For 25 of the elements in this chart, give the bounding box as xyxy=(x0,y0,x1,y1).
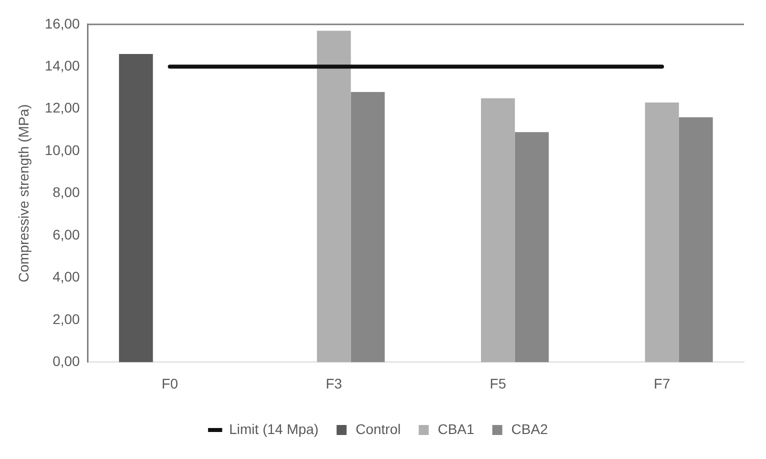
x-tick-label: F5 xyxy=(490,375,506,392)
bar xyxy=(645,102,679,362)
y-axis-title: Compressive strength (MPa) xyxy=(15,104,32,282)
legend-label: CBA1 xyxy=(438,420,475,437)
bar xyxy=(316,30,351,362)
y-tick-label: 4,00 xyxy=(52,268,80,285)
x-tick-label: F7 xyxy=(654,375,670,392)
y-tick-label: 8,00 xyxy=(52,184,80,200)
bar xyxy=(350,92,385,362)
bar xyxy=(119,54,153,362)
legend-label: Control xyxy=(356,420,401,437)
legend-label: CBA2 xyxy=(511,420,548,437)
y-tick-label: 10,00 xyxy=(44,142,80,158)
legend-label: Limit (14 Mpa) xyxy=(229,420,319,437)
x-tick-label: F0 xyxy=(162,375,178,392)
y-tick-label: 0,00 xyxy=(52,353,80,370)
bar xyxy=(480,98,515,362)
y-tick-label: 6,00 xyxy=(52,226,80,242)
bar xyxy=(678,117,713,362)
bar xyxy=(514,132,549,362)
y-tick-label: 2,00 xyxy=(52,310,80,327)
y-tick-label: 14,00 xyxy=(44,57,80,74)
y-tick-label: 16,00 xyxy=(44,15,80,32)
y-tick-label: 12,00 xyxy=(44,100,80,116)
x-tick-label: F3 xyxy=(326,375,342,392)
